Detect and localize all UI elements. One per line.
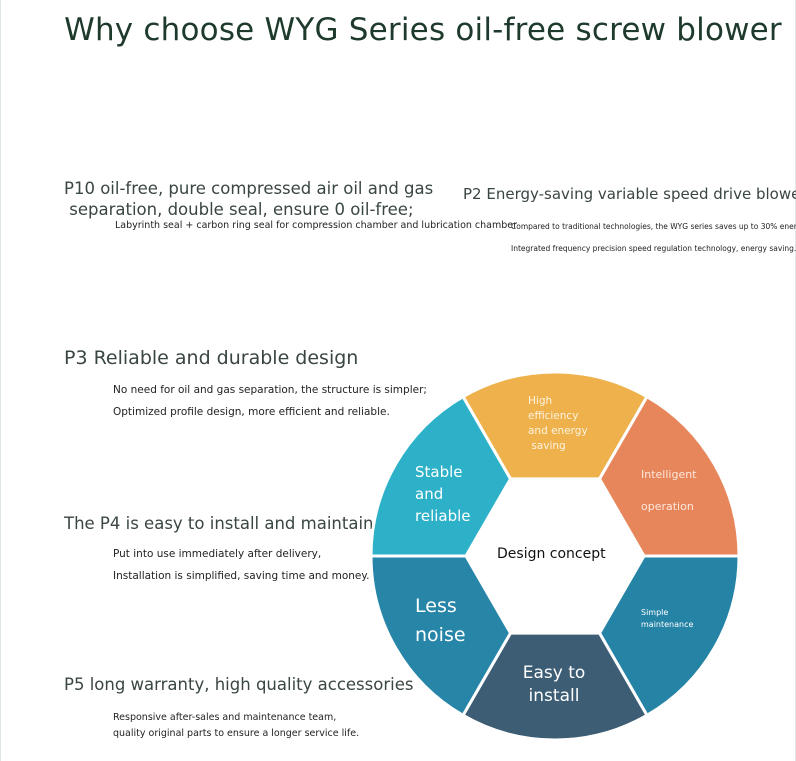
feature-oil-free-heading: P10 oil-free, pure compressed air oil an…: [64, 178, 433, 220]
label-line: Intelligent: [641, 468, 697, 481]
label-line: and energy: [528, 425, 588, 437]
label-line: Less: [415, 595, 457, 617]
segment-label-noise: Less noise: [415, 592, 466, 650]
page-title: Why choose WYG Series oil-free screw blo…: [64, 12, 782, 48]
feature-energy-detail: Integrated frequency precision speed reg…: [511, 244, 796, 253]
label-line: Stable: [415, 463, 463, 481]
feature-install-detail: Put into use immediately after delivery,…: [113, 543, 369, 587]
label-spacer: [641, 483, 697, 499]
heading-line: P10 oil-free, pure compressed air oil an…: [64, 179, 434, 198]
feature-warranty-detail: Responsive after-sales and maintenance t…: [113, 710, 359, 742]
label-line: saving: [528, 440, 566, 452]
segment-label-stable: Stable and reliable: [415, 461, 471, 527]
segment-label-maintenance: Simple maintenance: [641, 607, 693, 631]
feature-reliable-detail: No need for oil and gas separation, the …: [113, 379, 427, 423]
label-line: Simple: [641, 608, 669, 617]
label-line: efficiency: [528, 410, 579, 422]
detail-line: Optimized profile design, more efficient…: [113, 406, 390, 418]
label-line: and: [415, 485, 444, 503]
label-line: reliable: [415, 507, 471, 525]
detail-line: No need for oil and gas separation, the …: [113, 384, 427, 396]
segment-intelligent: [597, 394, 741, 558]
segment-label-efficiency: High efficiency and energy saving: [528, 394, 588, 454]
segment-noise: [369, 554, 513, 718]
detail-line: Put into use immediately after delivery,: [113, 548, 322, 560]
label-line: noise: [415, 624, 466, 646]
segment-efficiency: [460, 370, 650, 481]
feature-warranty-heading: P5 long warranty, high quality accessori…: [64, 675, 414, 694]
segment-label-install: Easy to install: [519, 662, 589, 708]
segment-label-intelligent: Intelligent operation: [641, 467, 697, 515]
center-label: Design concept: [497, 546, 606, 562]
feature-install-heading: The P4 is easy to install and maintain: [64, 514, 374, 533]
detail-line: Installation is simplified, saving time …: [113, 570, 370, 582]
feature-reliable-heading: P3 Reliable and durable design: [64, 347, 359, 369]
detail-line: Responsive after-sales and maintenance t…: [113, 712, 337, 723]
label-line: operation: [641, 500, 694, 513]
label-line: install: [528, 686, 580, 706]
feature-energy-detail: Compared to traditional technologies, th…: [511, 222, 796, 231]
feature-energy-heading: P2 Energy-saving variable speed drive bl…: [463, 185, 796, 203]
detail-line: quality original parts to ensure a longe…: [113, 728, 360, 739]
label-line: High: [528, 395, 553, 407]
label-line: maintenance: [641, 620, 694, 629]
segment-install: [460, 631, 650, 742]
segment-stable: [369, 394, 513, 558]
label-line: Easy to: [522, 663, 586, 683]
heading-line: separation, double seal, ensure 0 oil-fr…: [64, 200, 414, 219]
feature-oil-free-detail: Labyrinth seal + carbon ring seal for co…: [115, 220, 518, 231]
segment-maintenance: [597, 554, 741, 718]
